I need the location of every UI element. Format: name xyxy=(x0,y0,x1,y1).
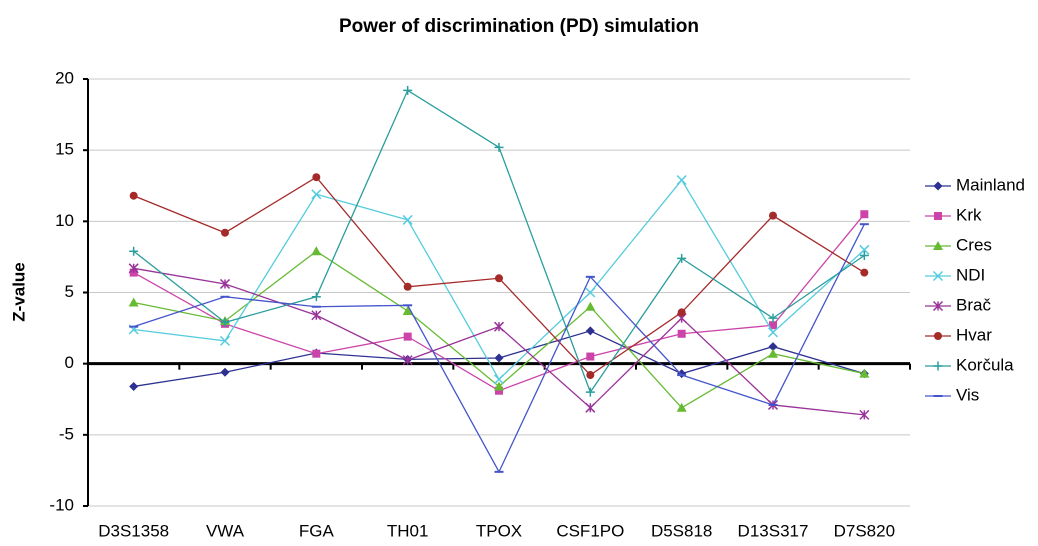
y-axis-label: Z-value xyxy=(9,262,28,322)
marker xyxy=(769,321,777,330)
marker xyxy=(585,301,596,311)
marker xyxy=(219,278,231,289)
marker xyxy=(129,381,139,391)
y-tick-label: 10 xyxy=(55,211,74,230)
marker xyxy=(493,321,505,332)
x-tick-label: VWA xyxy=(206,521,245,540)
marker xyxy=(677,369,687,379)
x-tick-label: TH01 xyxy=(387,521,429,540)
y-tick-label: -10 xyxy=(49,495,74,514)
marker xyxy=(402,306,413,316)
marker xyxy=(585,326,595,336)
series-line xyxy=(133,89,865,394)
marker xyxy=(768,313,778,323)
marker xyxy=(403,332,412,341)
y-tick-label: -5 xyxy=(59,424,74,443)
marker xyxy=(676,175,687,186)
legend-label: Krk xyxy=(956,205,982,224)
y-tick-label: 15 xyxy=(55,140,74,159)
marker xyxy=(677,253,687,263)
marker xyxy=(493,374,505,385)
marker xyxy=(933,241,943,250)
legend-label: Mainland xyxy=(956,175,1025,194)
marker xyxy=(860,268,869,277)
marker xyxy=(129,246,139,256)
series xyxy=(128,175,870,385)
chart-title: Power of discrimination (PD) simulation xyxy=(339,16,699,37)
marker xyxy=(402,214,413,225)
x-tick-label: D3S1358 xyxy=(98,521,169,540)
marker xyxy=(494,381,504,391)
marker xyxy=(859,368,870,378)
legend-label: Hvar xyxy=(956,325,992,344)
y-tick-label: 0 xyxy=(65,353,74,372)
series xyxy=(129,326,869,391)
y-tick-label: 5 xyxy=(65,282,74,301)
marker xyxy=(860,210,869,219)
marker xyxy=(933,361,943,371)
marker xyxy=(128,297,139,307)
marker xyxy=(311,292,321,302)
marker xyxy=(932,270,944,282)
marker xyxy=(769,211,777,220)
series xyxy=(129,223,869,474)
x-tick-label: FGA xyxy=(299,521,335,540)
marker xyxy=(221,228,229,237)
marker xyxy=(932,300,944,312)
marker xyxy=(219,335,231,346)
marker xyxy=(495,386,503,395)
marker xyxy=(933,181,943,191)
marker xyxy=(859,244,870,255)
marker xyxy=(312,349,321,358)
marker xyxy=(311,246,322,256)
marker xyxy=(585,387,595,397)
marker xyxy=(220,317,230,327)
marker xyxy=(403,85,413,95)
marker xyxy=(494,353,504,363)
marker xyxy=(676,402,687,412)
marker xyxy=(586,352,595,361)
series xyxy=(128,263,870,420)
marker xyxy=(129,191,138,200)
marker xyxy=(403,282,412,291)
marker xyxy=(934,332,942,340)
x-tick-label: D7S820 xyxy=(834,521,895,540)
series xyxy=(129,173,869,380)
marker xyxy=(495,274,503,283)
marker xyxy=(859,409,870,420)
series xyxy=(129,85,869,397)
marker xyxy=(677,329,686,338)
marker xyxy=(311,189,322,200)
x-tick-label: D13S317 xyxy=(738,521,809,540)
x-tick-label: D5S818 xyxy=(651,521,712,540)
series xyxy=(129,210,869,395)
marker xyxy=(312,173,321,182)
legend-label: Brač xyxy=(956,295,991,314)
marker xyxy=(494,142,504,152)
marker xyxy=(311,310,322,321)
marker xyxy=(768,348,778,358)
y-tick-label: 20 xyxy=(55,68,74,87)
marker xyxy=(585,402,596,413)
marker xyxy=(677,308,686,317)
marker xyxy=(585,287,596,298)
x-tick-label: CSF1PO xyxy=(556,521,624,540)
marker xyxy=(767,327,779,338)
marker xyxy=(859,250,869,260)
legend-label: Cres xyxy=(956,235,992,254)
x-tick-label: TPOX xyxy=(476,521,522,540)
marker xyxy=(768,342,778,352)
marker xyxy=(220,367,230,377)
marker xyxy=(934,212,942,220)
legend-label: NDI xyxy=(956,265,985,284)
marker xyxy=(586,371,595,380)
legend-label: Vis xyxy=(956,385,979,404)
marker xyxy=(128,263,139,274)
marker xyxy=(402,355,413,366)
legend-label: Korčula xyxy=(956,355,1014,374)
